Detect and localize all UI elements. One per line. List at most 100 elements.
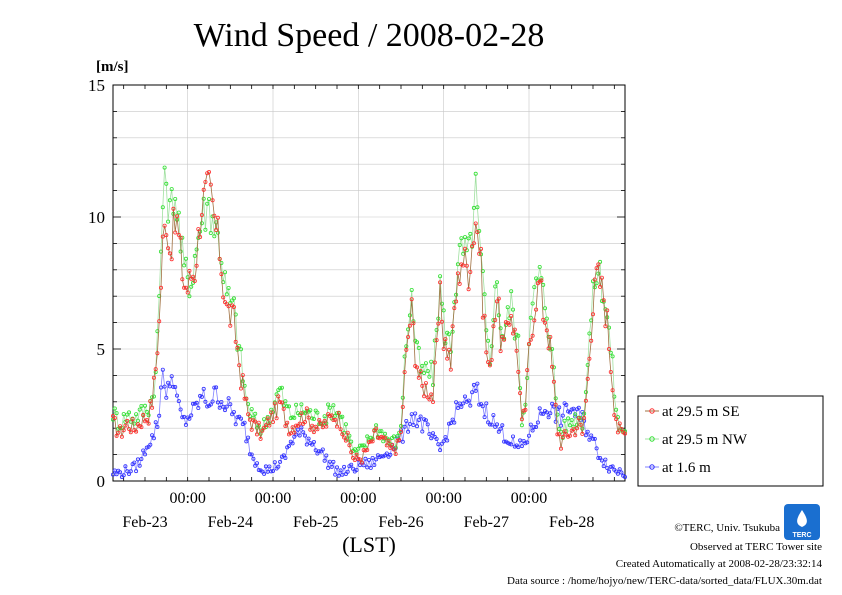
data-point [251, 415, 256, 420]
data-point [214, 227, 219, 232]
data-point [173, 230, 178, 235]
data-point [292, 415, 297, 420]
data-point [365, 434, 370, 439]
data-point [512, 336, 517, 341]
data-point [231, 296, 236, 301]
data-point [132, 460, 137, 465]
data-point [253, 411, 258, 416]
data-point [441, 346, 446, 351]
data-point [550, 401, 555, 406]
data-point [142, 452, 147, 457]
axes [112, 84, 626, 482]
data-point [454, 400, 459, 405]
data-point [553, 419, 558, 424]
data-point [169, 374, 174, 379]
data-point [123, 464, 128, 469]
data-point [174, 214, 179, 219]
data-point [576, 405, 581, 410]
data-point [306, 415, 311, 420]
data-point [290, 441, 295, 446]
data-point [169, 257, 174, 262]
data-point [370, 455, 375, 460]
data-point [420, 383, 425, 388]
data-point [615, 430, 620, 435]
data-point [338, 468, 343, 473]
data-point [610, 354, 615, 359]
data-point [562, 418, 567, 423]
data-point [459, 404, 464, 409]
data-point [301, 430, 306, 435]
data-point [240, 373, 245, 378]
data-point [466, 287, 471, 292]
data-point [617, 421, 622, 426]
x-axis-label: (LST) [342, 532, 396, 557]
data-point [247, 452, 252, 457]
data-point [166, 380, 171, 385]
data-point [559, 423, 564, 428]
legend-swatch-marker [649, 408, 655, 414]
data-point [400, 404, 405, 409]
data-point [329, 464, 334, 469]
data-point [304, 406, 309, 411]
data-point [164, 233, 169, 238]
data-point [166, 219, 171, 224]
data-point [219, 272, 224, 277]
data-point [183, 256, 188, 261]
data-point [429, 436, 434, 441]
data-point [130, 417, 135, 422]
data-point [445, 356, 450, 361]
legend-label: at 1.6 m [662, 460, 711, 476]
data-point [416, 417, 421, 422]
data-point [509, 313, 514, 318]
footer-created: Created Automatically at 2008-02-28/23:3… [616, 558, 823, 570]
x-date-label: Feb-28 [549, 514, 594, 531]
data-point [544, 410, 549, 415]
data-point [253, 463, 258, 468]
data-point [118, 424, 123, 429]
data-point [381, 435, 386, 440]
data-point [237, 363, 242, 368]
data-point [585, 362, 590, 367]
data-point [242, 420, 247, 425]
data-point [345, 430, 350, 435]
data-point [137, 407, 142, 412]
data-point [358, 457, 363, 462]
data-point [176, 210, 181, 215]
data-point [436, 321, 441, 326]
data-point [411, 422, 416, 427]
data-point [486, 338, 491, 343]
data-point [598, 455, 603, 460]
data-point [445, 438, 450, 443]
data-point [462, 246, 467, 251]
data-point [326, 402, 331, 407]
data-point [398, 429, 403, 434]
data-point [141, 412, 146, 417]
data-point [491, 324, 496, 329]
data-point [591, 312, 596, 317]
data-point [246, 435, 251, 440]
data-point [510, 434, 515, 439]
data-point [281, 406, 286, 411]
data-point [231, 304, 236, 309]
data-point [502, 439, 507, 444]
data-point [532, 285, 537, 290]
data-point [278, 459, 283, 464]
data-point [299, 411, 304, 416]
data-point [196, 405, 201, 410]
data-point [338, 427, 343, 432]
data-point [286, 443, 291, 448]
data-point [251, 456, 256, 461]
data-point [589, 338, 594, 343]
data-point [462, 235, 467, 240]
data-point [119, 434, 124, 439]
data-point [541, 411, 546, 416]
data-point [416, 345, 421, 350]
data-point [176, 399, 181, 404]
data-point [320, 447, 325, 452]
data-point [347, 443, 352, 448]
data-point [388, 445, 393, 450]
data-point [530, 428, 535, 433]
data-point [256, 420, 261, 425]
data-point [607, 469, 612, 474]
data-point [571, 424, 576, 429]
